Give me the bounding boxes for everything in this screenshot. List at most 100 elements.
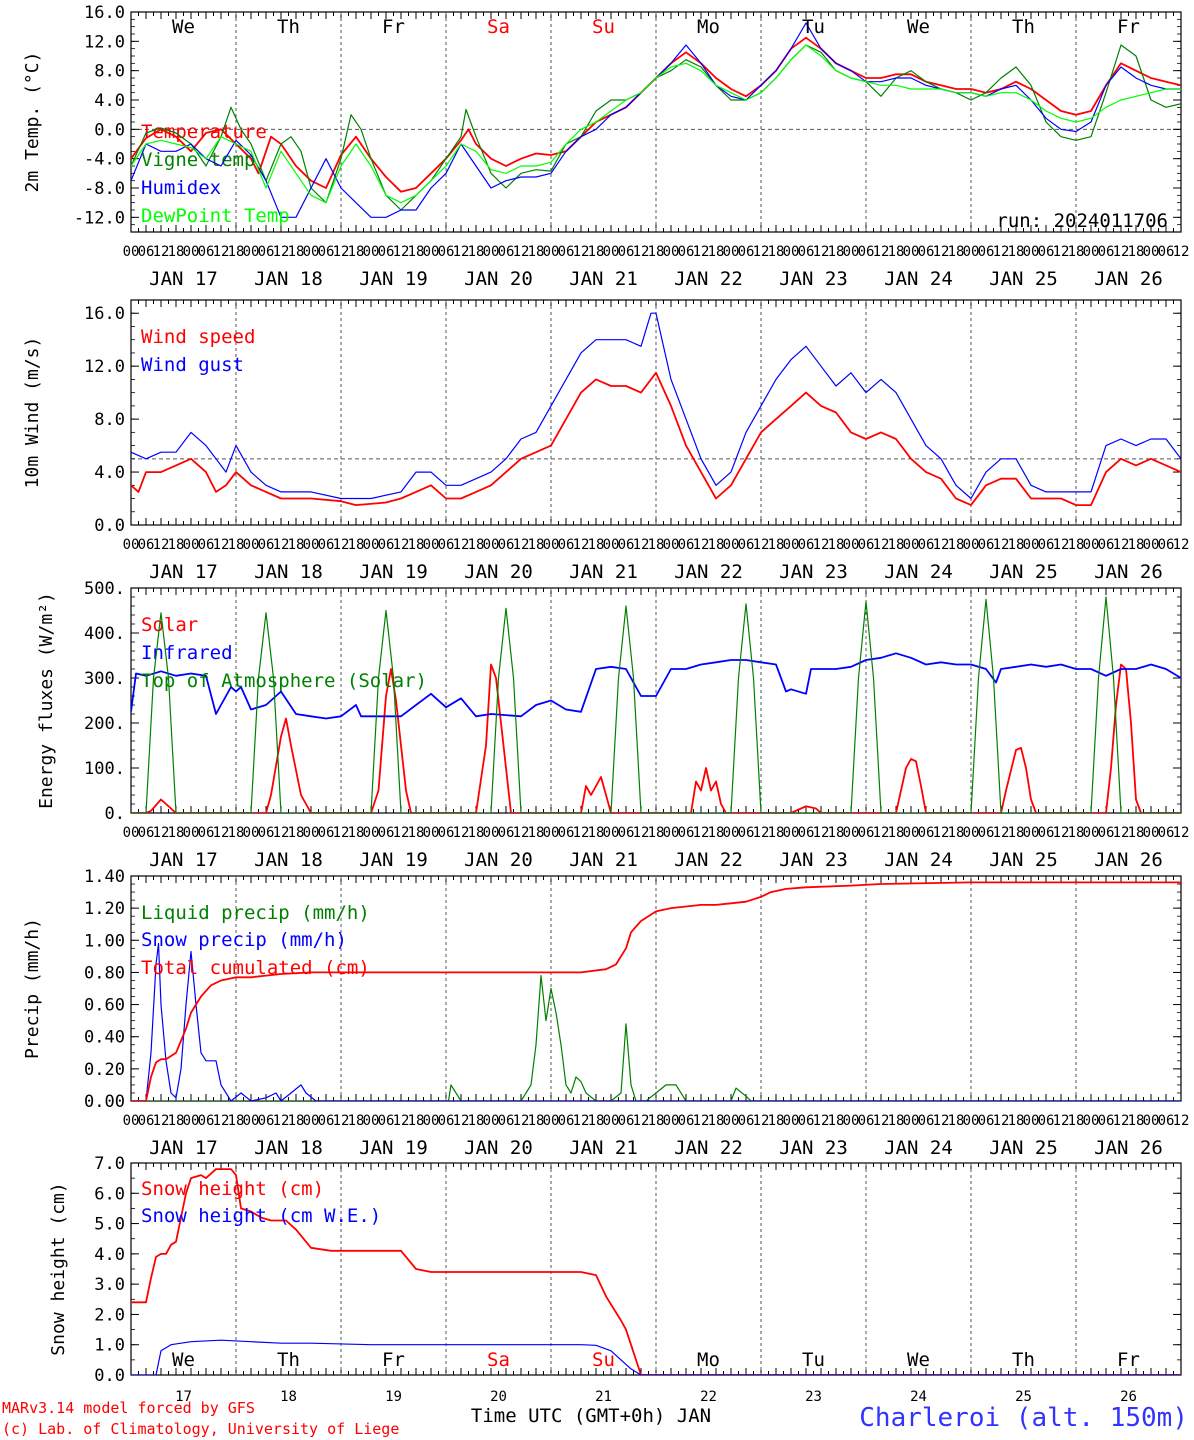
hour-tick-label: 00: [483, 1113, 500, 1129]
y-tick-label: 0.0: [94, 1366, 125, 1386]
hour-tick-label: 00: [663, 537, 680, 553]
weekday-label: Fr: [1117, 1349, 1140, 1371]
y-tick-label: 4.0: [94, 1245, 125, 1265]
date-label: JAN 21: [569, 561, 638, 583]
hour-tick-label: 06: [498, 537, 515, 553]
hour-tick-label: 12: [753, 1113, 770, 1129]
hour-tick-label: 00: [543, 1113, 560, 1129]
hour-tick-label: 06: [1158, 537, 1175, 553]
hour-tick-label: 12: [513, 825, 530, 841]
hour-tick-label: 00: [603, 1113, 620, 1129]
hour-tick-label: 12: [933, 825, 950, 841]
weekday-label: We: [907, 16, 930, 38]
date-label: JAN 26: [1094, 561, 1163, 583]
hour-tick-label: 18: [528, 537, 545, 553]
hour-tick-label: 12: [573, 825, 590, 841]
hour-tick-label: 12: [153, 244, 170, 260]
hour-tick-label: 18: [228, 825, 245, 841]
hour-tick-label: 06: [738, 1113, 755, 1129]
hour-tick-label: 00: [423, 1113, 440, 1129]
hour-tick-label: 18: [828, 1113, 845, 1129]
hour-tick-label: 18: [888, 825, 905, 841]
hour-tick-label: 18: [1128, 825, 1145, 841]
weekday-label: We: [172, 1349, 195, 1371]
date-label: JAN 19: [359, 1137, 428, 1159]
hour-tick-label: 18: [888, 1113, 905, 1129]
hour-tick-label: 18: [768, 244, 785, 260]
y-tick-label: 3.0: [94, 1275, 125, 1295]
hour-tick-label: 06: [258, 537, 275, 553]
panel-5: 0.0 1.0 2.0 3.0 4.0 5.0 6.0 7.0 Snow height (cm)…: [48, 1154, 1182, 1405]
date-label: JAN 22: [674, 849, 743, 871]
hour-tick-label: 06: [438, 1113, 455, 1129]
weekday-label: Th: [277, 1349, 300, 1371]
hour-tick-label: 00: [1023, 244, 1040, 260]
hour-tick-label: 06: [798, 244, 815, 260]
legend-entry: Vigne temp: [141, 149, 255, 171]
hour-tick-label: 18: [408, 244, 425, 260]
weekday-label: Tu: [802, 16, 825, 38]
hour-tick-label: 00: [1083, 537, 1100, 553]
y-tick-label: 0.20: [84, 1060, 125, 1080]
weekday-label: Mo: [697, 16, 720, 38]
hour-tick-label: 00: [243, 537, 260, 553]
day-number-label: 18: [280, 1389, 297, 1405]
hour-tick-label: 00: [183, 1113, 200, 1129]
y-tick-label: 1.20: [84, 899, 125, 919]
date-label: JAN 26: [1094, 849, 1163, 871]
hour-tick-label: 00: [363, 537, 380, 553]
hour-tick-label: 00: [543, 825, 560, 841]
hour-tick-label: 12: [1173, 1113, 1190, 1129]
legend-entry: Temperature: [141, 121, 267, 143]
weekday-label: Sa: [487, 16, 510, 38]
hour-tick-label: 12: [873, 1113, 890, 1129]
hour-tick-label: 12: [693, 537, 710, 553]
hour-tick-label: 12: [573, 1113, 590, 1129]
panel-2: 0.0 4.0 8.0 12.0 16.0 10m Wind (m/s) Wind spee…: [22, 299, 1189, 583]
legend-entry: Snow height (cm): [141, 1178, 324, 1200]
hour-tick-label: 12: [333, 825, 350, 841]
y-axis-title: 10m Wind (m/s): [22, 337, 43, 489]
hour-tick-label: 00: [363, 1113, 380, 1129]
hour-tick-label: 06: [1038, 1113, 1055, 1129]
hour-tick-label: 12: [573, 537, 590, 553]
hour-tick-label: 12: [873, 825, 890, 841]
hour-tick-label: 06: [318, 244, 335, 260]
date-label: JAN 25: [989, 849, 1058, 871]
y-tick-label: 16.0: [84, 3, 125, 23]
date-label: JAN 25: [989, 561, 1058, 583]
y-tick-label: 1.00: [84, 931, 125, 951]
hour-tick-label: 18: [288, 244, 305, 260]
hour-tick-label: 12: [753, 537, 770, 553]
hour-tick-label: 00: [423, 244, 440, 260]
hour-tick-label: 00: [183, 825, 200, 841]
hour-tick-label: 18: [348, 825, 365, 841]
hour-tick-label: 00: [963, 825, 980, 841]
legend-entry: Wind gust: [141, 354, 244, 376]
date-label: JAN 22: [674, 268, 743, 290]
hour-tick-label: 00: [603, 244, 620, 260]
legend-entry: Total cumulated (cm): [141, 957, 370, 979]
hour-tick-label: 06: [678, 244, 695, 260]
hour-tick-label: 12: [633, 1113, 650, 1129]
hour-tick-label: 18: [1008, 825, 1025, 841]
hour-tick-label: 00: [423, 537, 440, 553]
hour-tick-label: 00: [603, 537, 620, 553]
hour-tick-label: 12: [1053, 825, 1070, 841]
hour-tick-label: 12: [213, 537, 230, 553]
hour-tick-label: 00: [243, 825, 260, 841]
hour-tick-label: 18: [588, 537, 605, 553]
series-line-snow-precip-mm-h-: [131, 942, 1181, 1101]
series-line-infrared: [131, 652, 1181, 720]
series-line-snow-height-cm-w-e-: [131, 1339, 1181, 1375]
hour-tick-label: 18: [1008, 1113, 1025, 1129]
y-tick-label: 2.0: [94, 1305, 125, 1325]
hour-tick-label: 18: [168, 537, 185, 553]
date-label: JAN 17: [149, 561, 218, 583]
hour-tick-label: 06: [1038, 537, 1055, 553]
legend-entry: Liquid precip (mm/h): [141, 902, 370, 924]
hour-tick-label: 06: [558, 244, 575, 260]
hour-tick-label: 12: [393, 537, 410, 553]
hour-tick-label: 12: [453, 537, 470, 553]
